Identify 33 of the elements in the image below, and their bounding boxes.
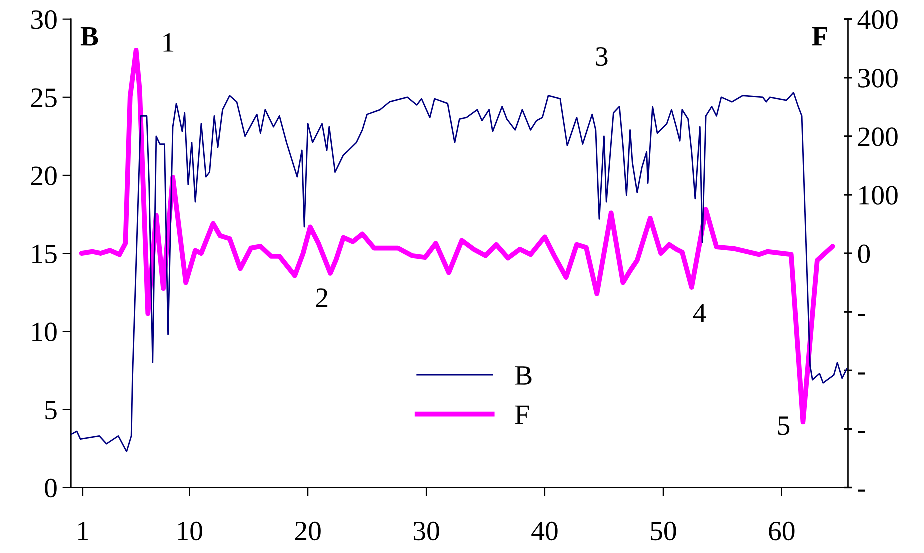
y-tick-label: 20 xyxy=(31,166,57,186)
annotation: 5 xyxy=(778,416,790,436)
y-tick-label: 5 xyxy=(46,401,57,420)
y2-tick-label: 300 xyxy=(858,69,898,88)
y2-tick-label: 100 xyxy=(860,186,898,205)
annotation: 3 xyxy=(596,47,608,66)
y-axis-title: B xyxy=(80,27,98,46)
legend-label: F xyxy=(515,406,530,424)
annotation: 4 xyxy=(693,304,706,323)
legend-label: B xyxy=(515,366,532,385)
y2-axis-title: F xyxy=(812,27,828,46)
line-series xyxy=(71,92,848,453)
y-tick-label: 30 xyxy=(32,10,57,30)
y2-tick-label: - xyxy=(858,314,866,316)
x-tick-label: 60 xyxy=(769,522,795,541)
y2-tick-label: - xyxy=(858,372,866,375)
y2-tick-label: - xyxy=(858,490,866,492)
x-tick-label: 30 xyxy=(414,522,440,541)
x-tick-label: 10 xyxy=(178,522,202,541)
y-tick-label: 15 xyxy=(32,244,57,264)
y2-tick-label: - xyxy=(858,431,866,434)
y-tick-label: 25 xyxy=(31,88,57,108)
x-tick-label: 20 xyxy=(295,522,321,541)
y-tick-label: 0 xyxy=(45,478,57,498)
x-tick-label: 50 xyxy=(651,522,676,541)
y2-tick-label: 400 xyxy=(858,10,898,30)
annotation: 1 xyxy=(164,33,174,52)
annotation: 2 xyxy=(316,288,328,308)
x-tick-label: 1 xyxy=(78,522,88,540)
y2-tick-label: 200 xyxy=(858,128,898,146)
y2-tick-label: 0 xyxy=(858,244,870,264)
y-tick-label: 10 xyxy=(32,322,57,342)
x-tick-label: 40 xyxy=(532,522,558,541)
